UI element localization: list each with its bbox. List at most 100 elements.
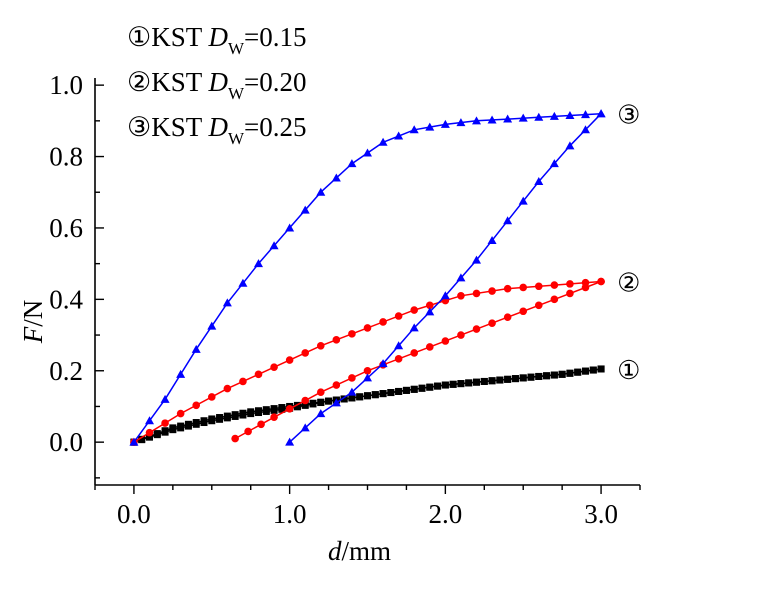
square-marker bbox=[488, 377, 496, 385]
square-marker bbox=[597, 365, 605, 373]
series-callouts: ① ② ③ bbox=[617, 101, 640, 385]
square-marker bbox=[550, 371, 558, 379]
square-marker bbox=[371, 391, 379, 399]
square-marker bbox=[356, 393, 364, 401]
legend-text-part: W bbox=[228, 39, 245, 58]
square-marker bbox=[208, 417, 216, 425]
circle-marker bbox=[231, 434, 239, 443]
y-axis-unit: /N bbox=[18, 300, 48, 327]
triangle-marker bbox=[331, 173, 341, 182]
square-marker bbox=[223, 414, 231, 422]
square-marker bbox=[566, 369, 574, 377]
legend-text-part: ② bbox=[127, 67, 151, 97]
legend-text-part: D bbox=[208, 22, 229, 52]
circle-marker bbox=[394, 355, 403, 363]
triangle-marker bbox=[254, 259, 263, 268]
square-marker bbox=[589, 366, 597, 374]
square-marker bbox=[457, 380, 465, 388]
square-marker bbox=[301, 401, 309, 409]
circle-marker bbox=[301, 396, 310, 405]
y-axis-label: F/N bbox=[18, 300, 48, 345]
square-marker bbox=[153, 431, 161, 439]
triangle-marker bbox=[363, 148, 372, 157]
triangle-marker bbox=[145, 416, 154, 425]
circle-marker bbox=[425, 301, 434, 310]
triangle-marker bbox=[363, 373, 372, 382]
triangle-marker bbox=[487, 115, 497, 124]
square-marker bbox=[582, 367, 589, 375]
triangle-marker bbox=[534, 112, 544, 121]
circle-marker bbox=[534, 301, 543, 310]
series-2 bbox=[130, 277, 605, 446]
triangle-marker bbox=[581, 125, 590, 134]
square-marker bbox=[379, 390, 387, 398]
circle-marker bbox=[410, 349, 419, 357]
triangle-marker bbox=[409, 323, 419, 332]
triangle-marker bbox=[503, 114, 513, 123]
legend-text-part: D bbox=[208, 67, 229, 97]
x-axis-var: d bbox=[328, 536, 342, 566]
circle-marker bbox=[348, 374, 356, 382]
x-tick-label: 2.0 bbox=[428, 499, 462, 529]
square-marker bbox=[574, 368, 582, 376]
square-marker bbox=[527, 373, 535, 381]
triangle-marker bbox=[472, 255, 481, 264]
x-tick-label: 0.0 bbox=[117, 499, 151, 529]
square-marker bbox=[239, 411, 247, 419]
triangle-marker bbox=[518, 113, 528, 122]
square-marker bbox=[504, 375, 512, 383]
triangle-marker bbox=[487, 235, 497, 244]
circle-marker bbox=[301, 349, 310, 357]
square-marker bbox=[441, 381, 449, 389]
circle-marker bbox=[503, 284, 512, 293]
triangle-marker bbox=[456, 118, 466, 127]
series-layer bbox=[129, 109, 606, 446]
circle-marker bbox=[363, 324, 372, 332]
triangle-marker bbox=[207, 321, 217, 330]
square-marker bbox=[426, 383, 434, 391]
circle-marker bbox=[379, 318, 387, 326]
triangle-marker bbox=[300, 423, 310, 432]
circle-marker bbox=[348, 330, 356, 338]
circle-marker bbox=[285, 356, 294, 364]
legend-text-part: W bbox=[228, 129, 245, 148]
triangle-marker bbox=[518, 196, 528, 205]
square-marker bbox=[146, 433, 153, 441]
circle-marker bbox=[519, 283, 528, 292]
circle-marker bbox=[410, 306, 419, 314]
triangle-marker bbox=[409, 125, 419, 134]
circle-marker bbox=[223, 384, 232, 393]
circle-marker bbox=[550, 295, 559, 304]
triangle-marker bbox=[176, 369, 186, 378]
triangle-marker bbox=[316, 409, 326, 418]
triangle-marker bbox=[347, 387, 357, 396]
triangle-marker bbox=[378, 137, 388, 146]
circle-marker bbox=[534, 282, 543, 291]
circle-marker bbox=[425, 343, 434, 351]
square-marker bbox=[278, 405, 286, 413]
circle-marker bbox=[394, 312, 403, 320]
circle-marker bbox=[270, 363, 278, 371]
y-tick-label: 1.0 bbox=[49, 70, 83, 100]
y-axis-var: F bbox=[18, 326, 48, 344]
circle-marker bbox=[332, 336, 341, 344]
triangle-marker bbox=[534, 177, 544, 186]
circle-marker bbox=[145, 428, 154, 437]
legend-text-part: =0.15 bbox=[244, 22, 306, 52]
axes: 0.0 0.2 0.4 0.6 0.8 1.0 0.0 1.0 2.0 3.0 bbox=[49, 70, 641, 529]
square-marker bbox=[480, 377, 488, 385]
series-3-callout: ③ bbox=[617, 101, 640, 130]
triangle-marker bbox=[316, 187, 326, 196]
circle-marker bbox=[161, 419, 169, 427]
square-marker bbox=[270, 406, 278, 414]
legend-text-part: ① bbox=[127, 22, 151, 52]
circle-marker bbox=[472, 289, 481, 298]
circle-marker bbox=[519, 307, 528, 316]
legend-text-part: ③ bbox=[127, 112, 151, 142]
circle-marker bbox=[550, 281, 559, 289]
y-tick-label: 0.8 bbox=[49, 142, 83, 172]
square-marker bbox=[247, 410, 255, 418]
triangle-marker bbox=[347, 159, 357, 168]
triangle-marker bbox=[425, 307, 435, 316]
